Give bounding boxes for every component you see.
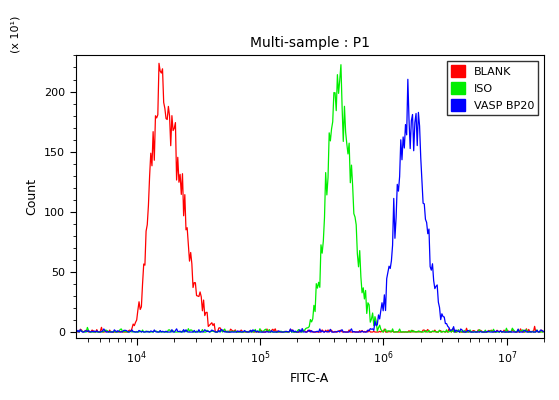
Text: (x 10¹): (x 10¹) <box>10 15 20 53</box>
Legend: BLANK, ISO, VASP BP20: BLANK, ISO, VASP BP20 <box>447 61 538 115</box>
X-axis label: FITC-A: FITC-A <box>290 372 329 385</box>
Title: Multi-sample : P1: Multi-sample : P1 <box>250 36 370 50</box>
Y-axis label: Count: Count <box>26 178 39 215</box>
